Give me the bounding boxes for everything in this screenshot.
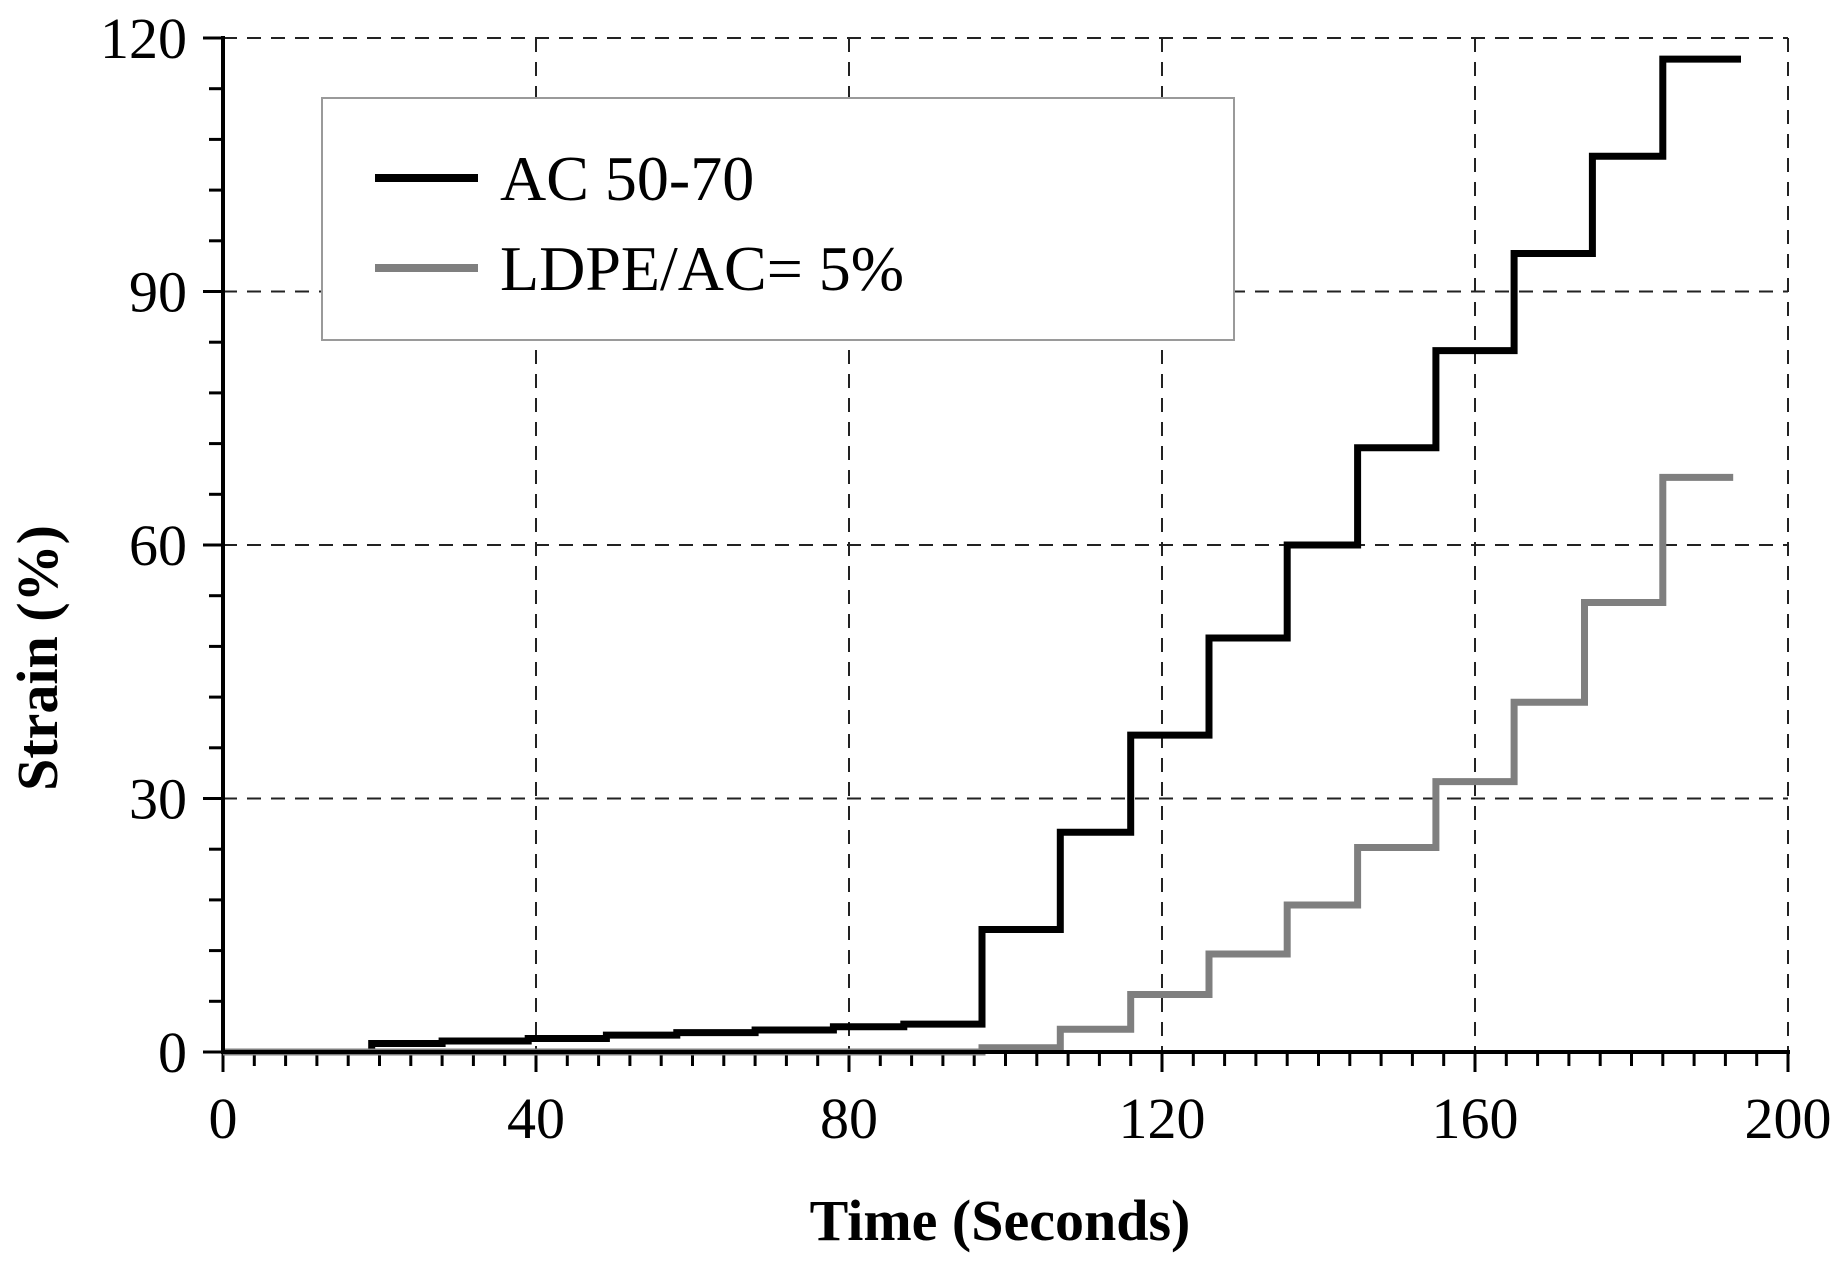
legend-label-ac-50-70: AC 50-70: [500, 143, 754, 214]
legend: AC 50-70 LDPE/AC= 5%: [321, 97, 1235, 341]
y-tick-label-60: 60: [129, 513, 187, 578]
x-axis-label: Time (Seconds): [810, 1188, 1191, 1253]
x-tick-label-160: 160: [1432, 1086, 1519, 1151]
series-line-0: [301, 55, 1741, 1056]
y-axis-label: Strain (%): [5, 525, 70, 791]
y-tick-label-0: 0: [158, 1020, 187, 1085]
x-tick-label-80: 80: [820, 1086, 878, 1151]
x-tick-label-200: 200: [1745, 1086, 1832, 1151]
y-tick-label-30: 30: [129, 767, 187, 832]
y-tick-label-90: 90: [129, 260, 187, 325]
legend-box: [321, 97, 1235, 341]
x-tick-label-40: 40: [507, 1086, 565, 1151]
axes: [221, 36, 1790, 1054]
tick-labels: 0 40 80 120 160 200 0 30 60 90 120: [100, 6, 1832, 1151]
y-tick-label-120: 120: [100, 6, 187, 71]
x-tick-label-120: 120: [1119, 1086, 1206, 1151]
legend-label-ldpe-ac: LDPE/AC= 5%: [500, 233, 904, 304]
x-tick-label-0: 0: [209, 1086, 238, 1151]
series-line-1: [223, 473, 1734, 1056]
series-lines: [223, 55, 1741, 1056]
